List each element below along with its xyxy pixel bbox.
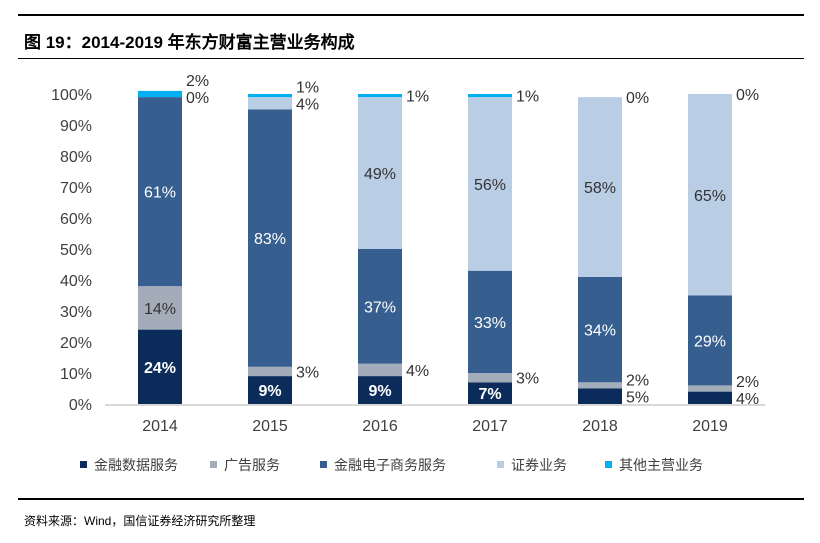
bar-segment: [138, 286, 182, 330]
bar-segment: [138, 329, 182, 404]
title-rule: [18, 58, 804, 59]
data-label: 34%: [584, 323, 616, 340]
bar-segment: [248, 376, 292, 404]
data-label: 37%: [364, 299, 396, 316]
bar-segment: [578, 382, 622, 389]
y-tick-label: 0%: [69, 397, 92, 414]
data-label: 33%: [474, 315, 506, 332]
bar-segment: [358, 363, 402, 377]
legend-swatch: [80, 461, 87, 468]
data-label: 3%: [516, 371, 539, 388]
bar-segment: [688, 391, 732, 404]
data-label: 65%: [694, 188, 726, 205]
y-tick-label: 40%: [60, 273, 92, 290]
y-tick-label: 100%: [51, 87, 92, 104]
y-tick-label: 80%: [60, 149, 92, 166]
data-label: 4%: [736, 391, 759, 408]
x-tick-label: 2017: [472, 418, 508, 435]
y-tick-label: 20%: [60, 335, 92, 352]
data-label: 0%: [186, 90, 209, 107]
data-label: 14%: [144, 301, 176, 318]
legend-label: 广告服务: [224, 457, 280, 473]
chart-title: 图 19：2014-2019 年东方财富主营业务构成: [24, 33, 355, 52]
data-label: 5%: [626, 389, 649, 406]
stacked-bar-chart: 0% 10% 20% 30% 40% 50% 60% 70% 80% 90% 100% 24% 14% 6…: [51, 73, 765, 473]
bar-segment: [468, 373, 512, 383]
y-tick-label: 90%: [60, 118, 92, 135]
bar-segment: [358, 97, 402, 249]
data-label: 4%: [296, 96, 319, 113]
legend-label: 其他主营业务: [619, 457, 703, 473]
source-note: 资料来源：Wind，国信证券经济研究所整理: [24, 514, 256, 528]
bottom-rule: [18, 498, 804, 500]
legend-label: 金融数据服务: [94, 457, 178, 473]
bar-segment: [358, 249, 402, 364]
legend-swatch: [605, 461, 612, 468]
bar-segment: [358, 94, 402, 98]
bar-segment: [248, 94, 292, 98]
x-tick-label: 2018: [582, 418, 618, 435]
top-rule: [18, 14, 804, 16]
data-label: 9%: [368, 383, 391, 400]
bar-segment: [688, 94, 732, 296]
bar-segment: [248, 97, 292, 110]
data-label: 1%: [516, 89, 539, 106]
bar-segment: [578, 388, 622, 404]
bar-segment: [248, 109, 292, 367]
bar-segment: [468, 97, 512, 271]
y-tick-label: 10%: [60, 366, 92, 383]
data-label: 0%: [626, 90, 649, 107]
data-label: 9%: [258, 383, 281, 400]
data-label: 2%: [736, 374, 759, 391]
data-label: 4%: [406, 363, 429, 380]
bar-segment: [248, 366, 292, 377]
data-label: 61%: [144, 185, 176, 202]
data-label: 29%: [694, 333, 726, 350]
y-tick-label: 70%: [60, 180, 92, 197]
data-label: 0%: [736, 87, 759, 104]
data-label: 83%: [254, 231, 286, 248]
legend-swatch: [497, 461, 504, 468]
data-label: 49%: [364, 166, 396, 183]
data-label: 1%: [296, 79, 319, 96]
bar-segment: [578, 276, 622, 383]
data-label: 2%: [186, 73, 209, 90]
legend-swatch: [210, 461, 217, 468]
data-label: 56%: [474, 177, 506, 194]
bar-segment: [468, 94, 512, 98]
y-tick-label: 60%: [60, 211, 92, 228]
y-tick-label: 30%: [60, 304, 92, 321]
x-tick-label: 2014: [142, 418, 178, 435]
legend-label: 金融电子商务服务: [334, 457, 446, 473]
legend-label: 证券业务: [511, 457, 567, 473]
bar-segment: [138, 97, 182, 287]
y-tick-label: 50%: [60, 242, 92, 259]
data-label: 24%: [144, 360, 176, 377]
data-label: 3%: [296, 364, 319, 381]
bar-segment: [468, 382, 512, 404]
bar-segment: [688, 385, 732, 392]
x-tick-label: 2016: [362, 418, 398, 435]
bar-segment: [468, 270, 512, 373]
bar-segment: [578, 97, 622, 277]
x-tick-label: 2015: [252, 418, 288, 435]
bar-segment: [138, 90, 182, 98]
data-label: 7%: [478, 386, 501, 403]
legend-swatch: [320, 461, 327, 468]
data-label: 2%: [626, 372, 649, 389]
data-label: 1%: [406, 89, 429, 106]
bar-segment: [688, 295, 732, 386]
bar-segment: [358, 376, 402, 404]
data-label: 58%: [584, 180, 616, 197]
x-tick-label: 2019: [692, 418, 728, 435]
